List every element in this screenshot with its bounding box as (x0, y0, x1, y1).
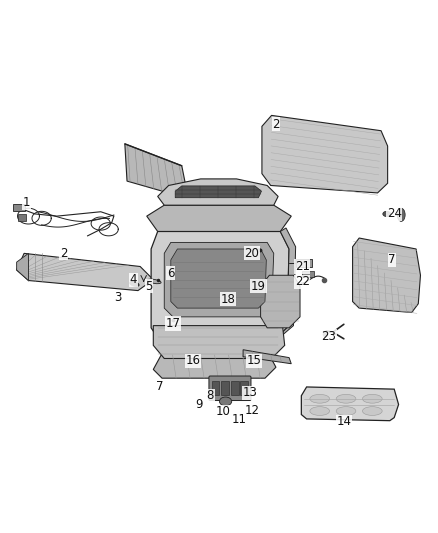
Polygon shape (17, 253, 28, 280)
Polygon shape (125, 144, 188, 199)
Polygon shape (147, 205, 291, 231)
Ellipse shape (147, 279, 161, 284)
Ellipse shape (219, 397, 232, 406)
Polygon shape (153, 326, 285, 359)
Text: 7: 7 (388, 253, 396, 266)
Polygon shape (261, 275, 300, 328)
Bar (212, 381, 219, 395)
Text: 23: 23 (321, 330, 336, 343)
Text: 15: 15 (247, 354, 261, 367)
Ellipse shape (336, 394, 356, 403)
Text: 13: 13 (242, 386, 257, 399)
Bar (13, 204, 25, 211)
Polygon shape (353, 238, 420, 312)
Text: 20: 20 (244, 247, 259, 260)
Bar (296, 259, 312, 266)
Ellipse shape (383, 211, 391, 216)
Text: 7: 7 (156, 381, 164, 393)
Text: 3: 3 (115, 290, 122, 304)
Ellipse shape (362, 407, 382, 415)
Text: 2: 2 (60, 247, 67, 260)
Text: 17: 17 (166, 317, 180, 330)
Text: 22: 22 (295, 276, 310, 288)
Bar (221, 381, 229, 395)
Text: 9: 9 (195, 398, 203, 411)
Polygon shape (262, 115, 388, 193)
Bar (231, 381, 239, 395)
Polygon shape (151, 231, 289, 341)
Text: 6: 6 (167, 266, 175, 280)
Polygon shape (153, 355, 276, 378)
Polygon shape (158, 179, 278, 205)
Bar (302, 271, 314, 277)
Ellipse shape (310, 407, 330, 415)
Ellipse shape (310, 394, 330, 403)
Text: 19: 19 (251, 280, 266, 293)
Bar (240, 381, 248, 395)
Text: 14: 14 (336, 416, 351, 429)
Text: 21: 21 (295, 260, 310, 273)
Text: 10: 10 (216, 406, 231, 418)
Text: 4: 4 (130, 273, 138, 286)
Polygon shape (243, 350, 291, 364)
Polygon shape (301, 387, 399, 421)
Polygon shape (17, 253, 153, 290)
Polygon shape (175, 186, 261, 198)
Text: 2: 2 (272, 118, 280, 131)
Polygon shape (171, 249, 266, 308)
Text: 18: 18 (220, 293, 235, 306)
Text: 8: 8 (207, 389, 214, 402)
Ellipse shape (130, 281, 139, 286)
Bar (18, 214, 26, 221)
Text: 11: 11 (231, 413, 246, 426)
Text: 16: 16 (185, 354, 200, 367)
Text: 5: 5 (145, 280, 152, 293)
Ellipse shape (397, 208, 405, 221)
Text: 12: 12 (244, 403, 259, 417)
Text: 1: 1 (22, 197, 30, 209)
Text: 24: 24 (387, 207, 402, 221)
FancyBboxPatch shape (209, 376, 251, 400)
Ellipse shape (336, 407, 356, 415)
Ellipse shape (362, 394, 382, 403)
Polygon shape (274, 228, 296, 341)
Polygon shape (164, 243, 274, 317)
